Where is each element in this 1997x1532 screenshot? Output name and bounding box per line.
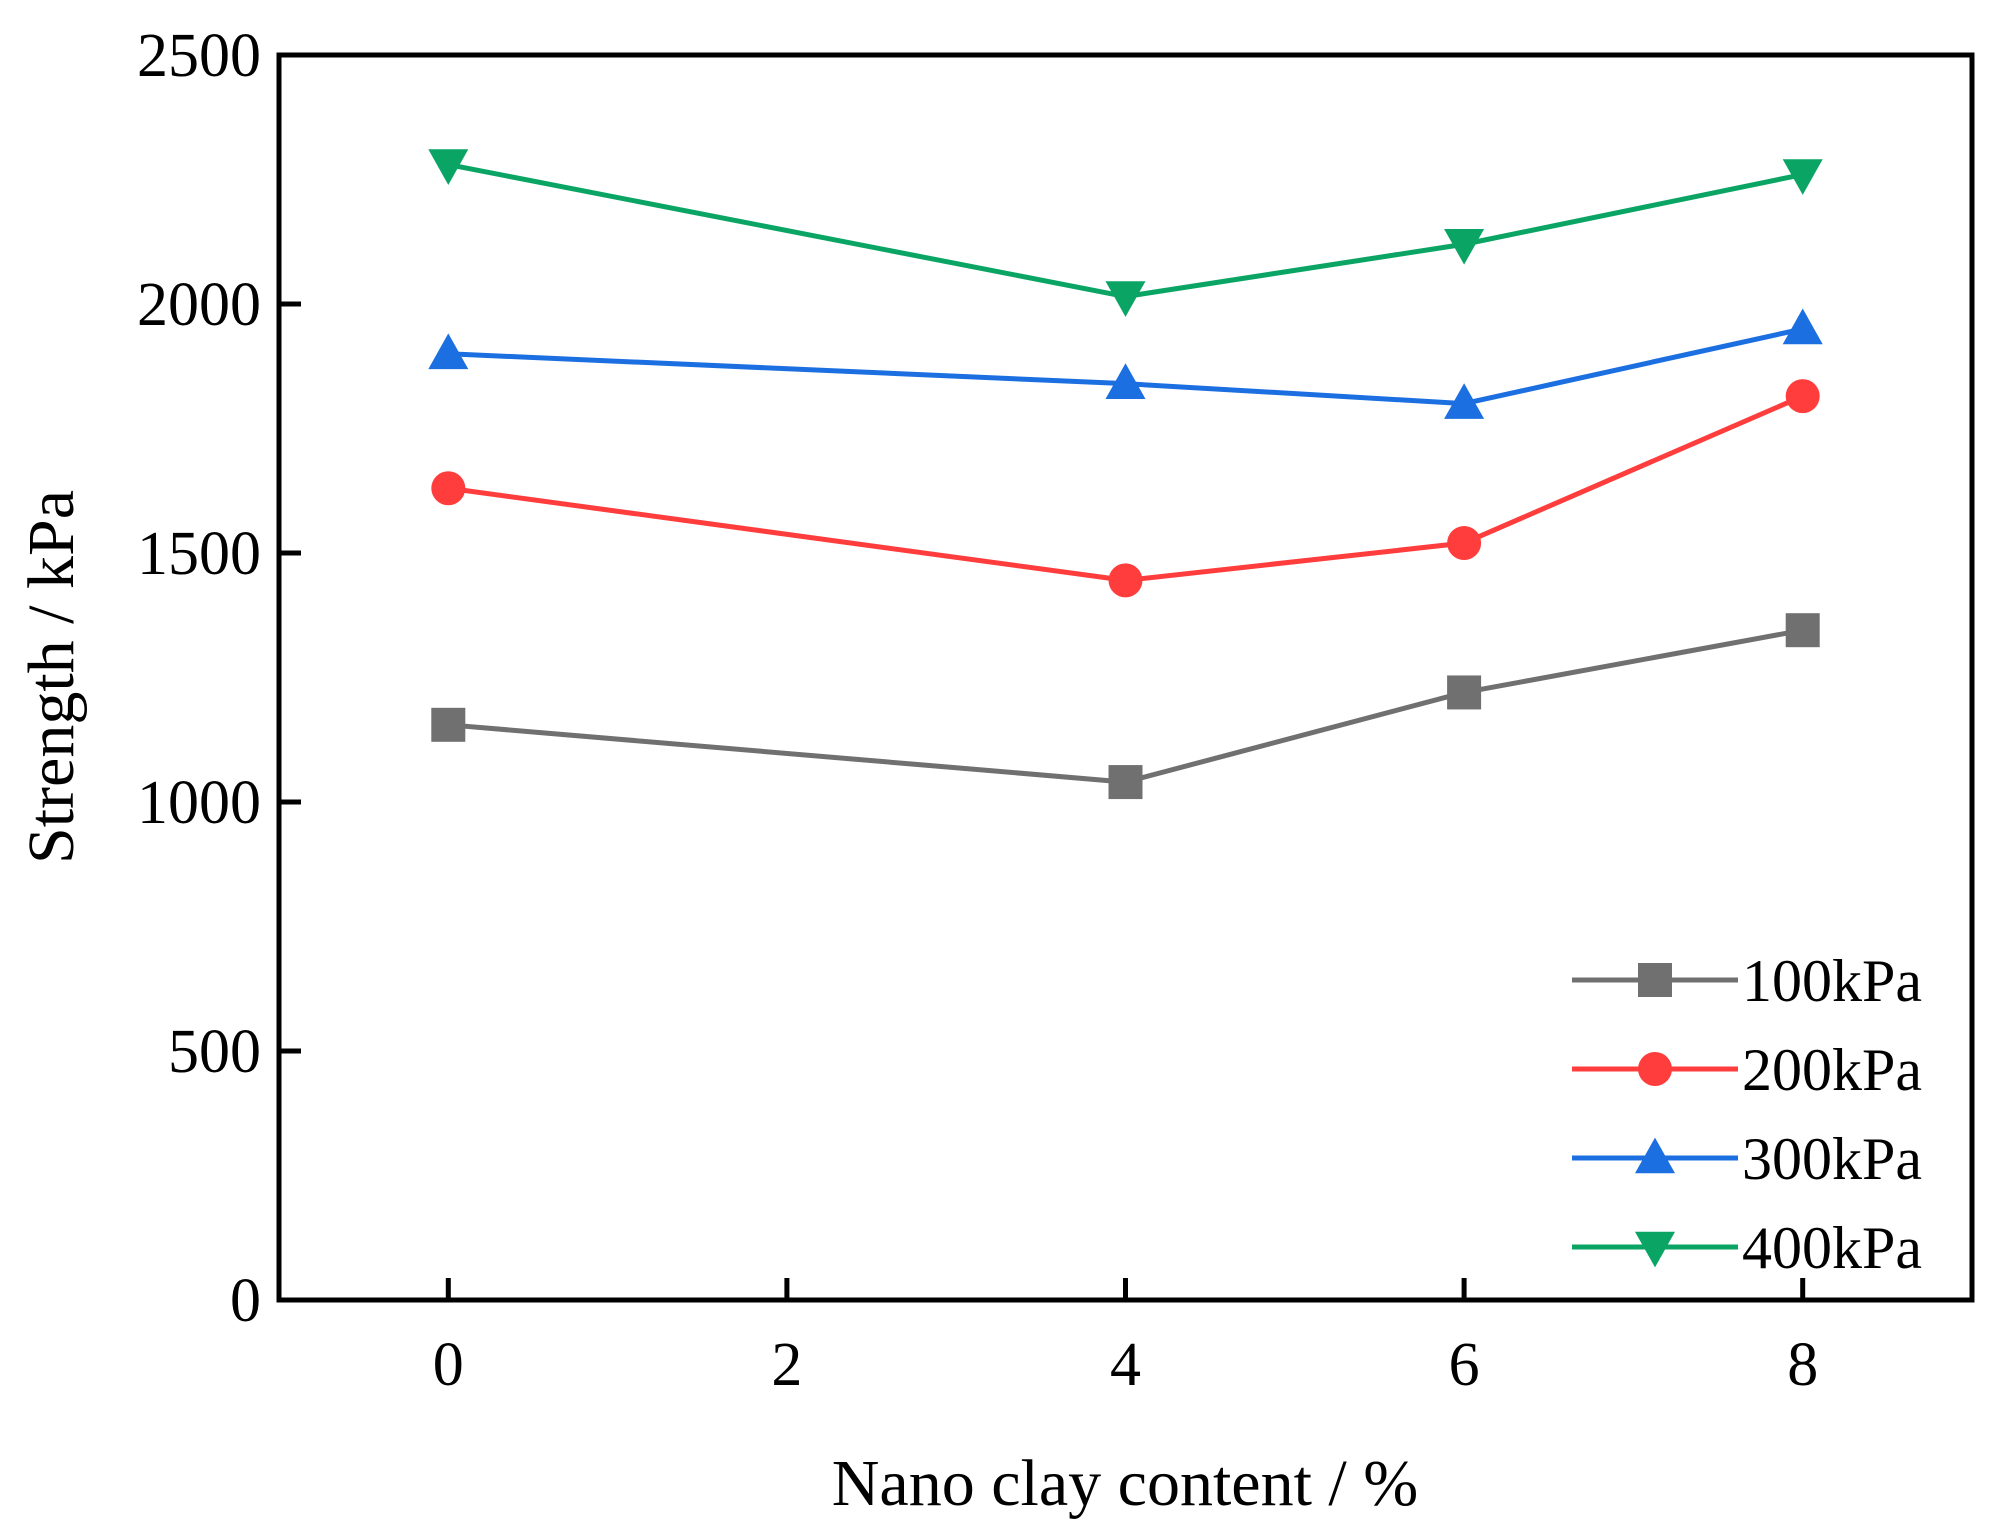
- data-point-100kPa-x4: [1108, 765, 1143, 800]
- data-point-300kPa-x6: [1444, 383, 1485, 419]
- series-200kPa: [431, 379, 1820, 598]
- data-point-400kPa-x6: [1444, 228, 1485, 265]
- y-tick-label: 1000: [137, 769, 261, 837]
- x-axis-ticks: 0 2 4 6 8: [433, 1278, 1818, 1399]
- data-point-200kPa-x8: [1785, 379, 1820, 414]
- x-tick-label: 2: [771, 1331, 802, 1399]
- x-tick-label: 6: [1449, 1331, 1480, 1399]
- data-point-300kPa-x4: [1105, 363, 1146, 399]
- legend-item-100kPa: 100kPa: [1572, 948, 1922, 1014]
- x-tick-label: 4: [1110, 1331, 1141, 1399]
- y-tick-label: 1500: [137, 520, 261, 588]
- data-point-100kPa-x8: [1785, 613, 1820, 648]
- data-point-400kPa-x8: [1782, 159, 1823, 195]
- series-line-300kPa: [448, 326, 1804, 407]
- legend: 100kPa 200kPa 300kPa 400kPa: [1572, 948, 1922, 1281]
- legend-marker: [1635, 1137, 1675, 1174]
- legend-label: 100kPa: [1742, 948, 1922, 1014]
- legend-item-400kPa: 400kPa: [1572, 1215, 1922, 1281]
- series-layer: [428, 149, 1823, 800]
- data-point-100kPa-x0: [431, 707, 466, 742]
- x-tick-label: 8: [1787, 1331, 1818, 1399]
- x-tick-label: 0: [433, 1331, 464, 1399]
- series-300kPa: [428, 308, 1823, 419]
- legend-item-200kPa: 200kPa: [1572, 1037, 1922, 1103]
- y-axis-ticks: 0 500 1000 1500 2000 2500: [137, 22, 301, 1335]
- data-point-300kPa-x0: [428, 333, 469, 370]
- plot-frame: [276, 52, 1975, 1303]
- data-point-200kPa-x6: [1447, 526, 1482, 561]
- data-point-100kPa-x6: [1447, 675, 1482, 710]
- series-line-400kPa: [447, 162, 1804, 300]
- legend-marker: [1638, 1052, 1672, 1086]
- data-point-400kPa-x0: [428, 149, 469, 185]
- legend-label: 400kPa: [1742, 1215, 1922, 1281]
- data-point-400kPa-x4: [1105, 281, 1146, 317]
- legend-marker: [1635, 1231, 1675, 1268]
- legend-item-300kPa: 300kPa: [1572, 1126, 1922, 1192]
- y-axis-title: Strength / kPa: [15, 490, 88, 864]
- series-100kPa: [431, 613, 1820, 800]
- data-point-200kPa-x0: [431, 471, 466, 506]
- series-line-200kPa: [447, 393, 1804, 583]
- data-point-200kPa-x4: [1108, 563, 1143, 598]
- y-tick-label: 2000: [137, 271, 261, 339]
- y-tick-label: 0: [230, 1267, 261, 1335]
- series-line-100kPa: [448, 627, 1804, 785]
- legend-label: 200kPa: [1742, 1037, 1922, 1103]
- y-tick-label: 500: [168, 1018, 261, 1086]
- legend-marker: [1638, 963, 1672, 997]
- data-point-300kPa-x8: [1782, 308, 1823, 345]
- legend-label: 300kPa: [1742, 1126, 1922, 1192]
- y-tick-label: 2500: [137, 22, 261, 90]
- x-axis-title: Nano clay content / %: [832, 1447, 1418, 1520]
- series-400kPa: [428, 149, 1823, 317]
